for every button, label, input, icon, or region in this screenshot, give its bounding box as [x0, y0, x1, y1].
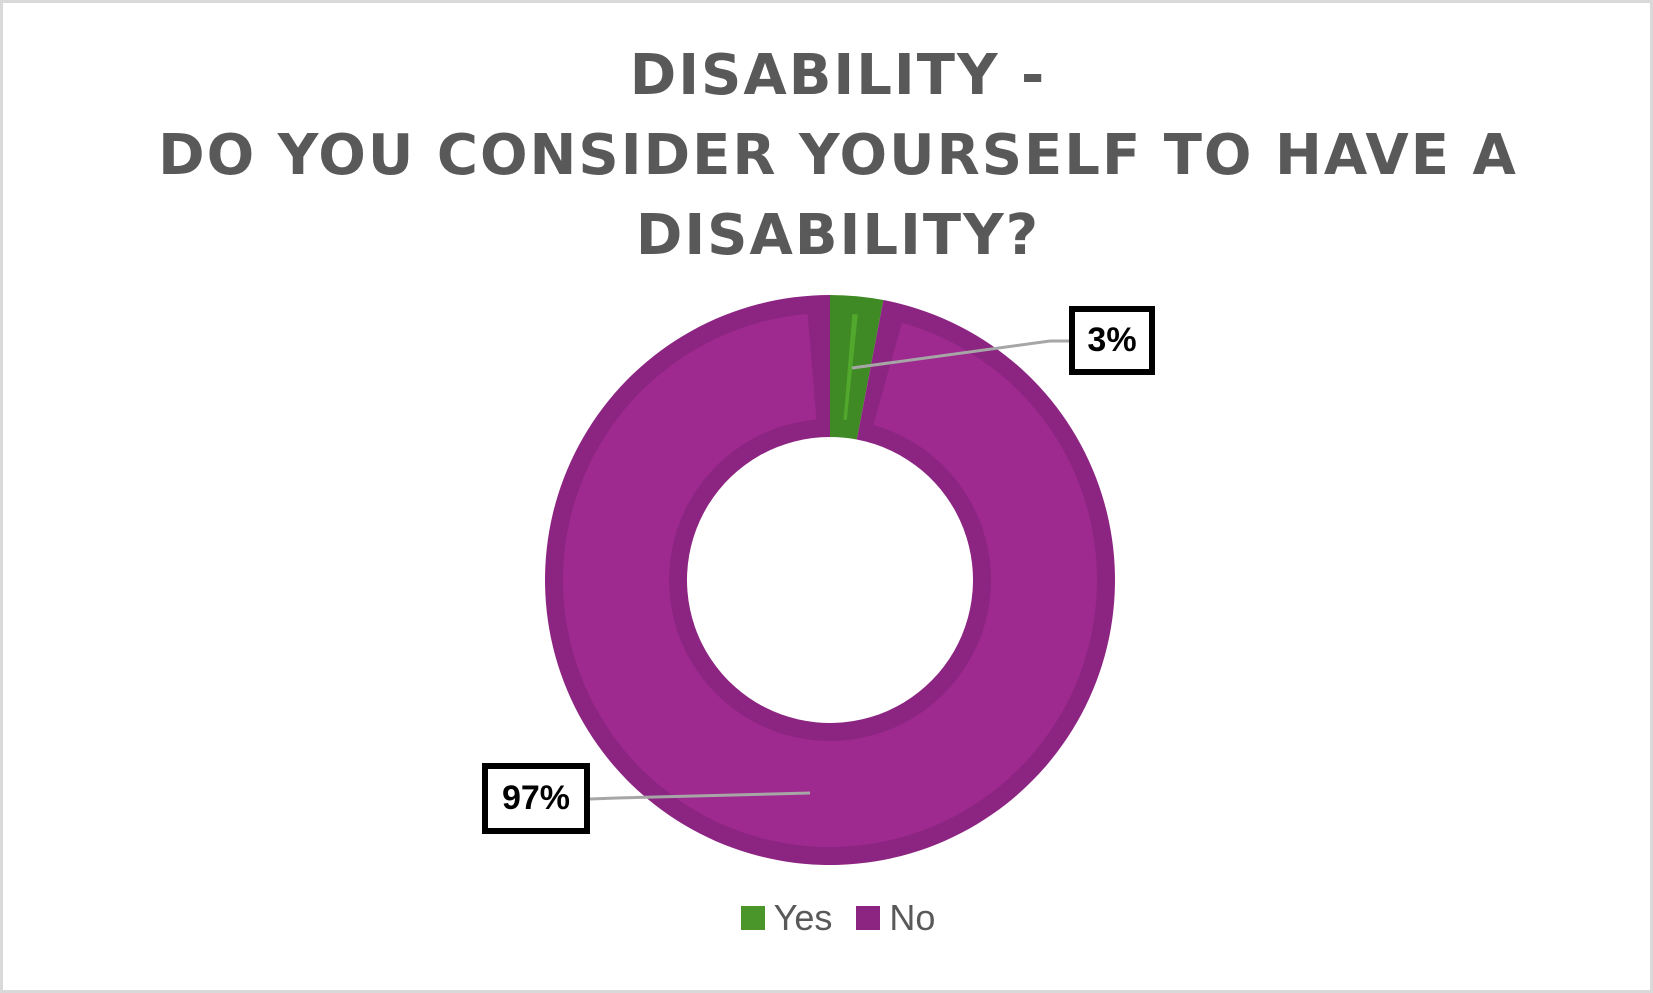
leader-lines [589, 339, 1070, 801]
leader-line-yes [851, 339, 1070, 370]
legend-item-yes[interactable]: Yes [740, 897, 833, 939]
data-label-yes-text: 3% [1087, 321, 1137, 359]
legend-label-no: No [889, 897, 936, 938]
legend-item-no[interactable]: No [856, 897, 935, 939]
donut-slice-fill-no [562, 313, 1097, 847]
donut-slices [545, 294, 1116, 865]
legend-swatch-no [856, 906, 881, 930]
chart-title-line-3: DISABILITY? [635, 203, 1041, 268]
chart-title-line-1: DISABILITY - [629, 43, 1047, 108]
legend-label-yes: Yes [773, 897, 833, 938]
data-label-no: 97% [482, 763, 590, 834]
data-label-yes: 3% [1069, 306, 1155, 375]
chart-title: DISABILITY - DO YOU CONSIDER YOURSELF TO… [0, 36, 1653, 276]
leader-line-no [589, 791, 811, 801]
chart-legend: Yes No [0, 897, 1653, 939]
donut-slice-fill-yes [843, 313, 858, 420]
data-label-no-text: 97% [501, 779, 571, 817]
chart-title-line-2: DO YOU CONSIDER YOURSELF TO HAVE A [158, 123, 1518, 188]
legend-swatch-yes [740, 906, 765, 930]
